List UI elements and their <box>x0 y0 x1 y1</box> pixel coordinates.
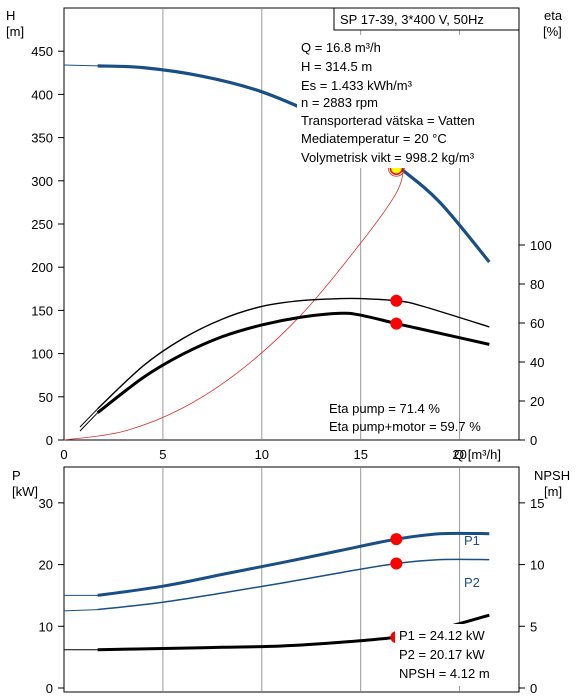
p2-curve <box>97 558 490 611</box>
bottom-info-panel: P1 = 24.12 kW P2 = 20.17 kW NPSH = 4.12 … <box>395 624 505 686</box>
bottom-left-axis-label-2: [kW] <box>12 484 38 499</box>
eta-pump-motor-curve <box>96 311 490 414</box>
left-tick-label: 200 <box>31 260 53 275</box>
x-tick-label: 5 <box>159 447 166 462</box>
left-tick-label: 0 <box>46 433 53 448</box>
right-tick-label: 15 <box>530 496 544 511</box>
left-tick-label: 250 <box>31 217 53 232</box>
system-curve <box>63 165 405 441</box>
efficiency-marker <box>390 294 403 307</box>
top-right-ticks: 0 20 40 60 80 100 <box>519 238 552 448</box>
bottom-left-axis-label-1: P <box>12 468 21 483</box>
left-tick-label: 350 <box>31 131 53 146</box>
bottom-info-bg <box>395 624 505 686</box>
power-info-line: P2 = 20.17 kW <box>399 647 485 662</box>
p2-series-label: P2 <box>464 575 480 590</box>
power-marker <box>390 533 403 546</box>
left-tick-label: 10 <box>39 619 53 634</box>
p1-curve <box>97 531 490 597</box>
right-tick-label: 0 <box>530 681 537 696</box>
info-line: H = 314.5 m <box>301 59 372 74</box>
top-x-axis-label: Q [m³/h] <box>454 447 501 462</box>
top-right-axis-label-2: [%] <box>543 24 562 39</box>
right-tick-label: 0 <box>530 433 537 448</box>
info-line: Transporterad vätska = Vatten <box>301 113 475 128</box>
left-tick-label: 150 <box>31 303 53 318</box>
bottom-panel: 0 10 20 30 0 5 10 15 P [kW] NPSH [m] P1 P2 P1 … <box>12 466 570 696</box>
eta-pump-lead <box>79 408 98 428</box>
left-tick-label: 50 <box>39 390 53 405</box>
power-info-line: NPSH = 4.12 m <box>399 666 490 681</box>
top-left-axis-label-2: [m] <box>6 24 24 39</box>
chart-title-box <box>333 7 520 31</box>
info-line: Es = 1.433 kWh/m³ <box>301 78 413 93</box>
x-tick-label: 10 <box>255 447 269 462</box>
top-right-axis-label-1: eta <box>544 8 563 23</box>
left-tick-label: 30 <box>39 496 53 511</box>
left-tick-label: 100 <box>31 347 53 362</box>
left-tick-label: 400 <box>31 87 53 102</box>
x-tick-label: 15 <box>354 447 368 462</box>
eta-pump-motor-lead <box>79 412 98 432</box>
info-line: Q = 16.8 m³/h <box>301 40 381 55</box>
p1-series-label: P1 <box>464 533 480 548</box>
right-tick-label: 60 <box>530 316 544 331</box>
efficiency-marker <box>390 317 403 330</box>
p2-curve-lead <box>63 609 98 612</box>
right-tick-label: 80 <box>530 277 544 292</box>
power-marker <box>390 557 403 570</box>
eta-info-panel: Eta pump = 71.4 % Eta pump+motor = 59.7 … <box>329 401 481 434</box>
bottom-right-ticks: 0 5 10 15 <box>519 496 544 696</box>
right-tick-label: 20 <box>530 394 544 409</box>
info-line: Mediatemperatur = 20 °C <box>301 131 447 146</box>
top-left-axis-label-1: H <box>6 8 15 23</box>
chart-title: SP 17-39, 3*400 V, 50Hz <box>340 12 484 27</box>
info-line: Volymetrisk vikt = 998.2 kg/m³ <box>301 150 475 165</box>
x-tick-label: 0 <box>60 447 67 462</box>
head-curve-lead <box>63 64 98 67</box>
bottom-right-axis-label-1: NPSH <box>534 468 570 483</box>
info-line: n = 2883 rpm <box>301 95 378 110</box>
eta-line: Eta pump+motor = 59.7 % <box>329 419 481 434</box>
bottom-right-axis-label-2: [m] <box>544 484 562 499</box>
power-info-line: P1 = 24.12 kW <box>399 628 485 643</box>
x-tick-label: 20 <box>452 447 466 462</box>
bottom-left-ticks: 0 10 20 30 <box>39 496 64 696</box>
top-info-panel: Q = 16.8 m³/h H = 314.5 m Es = 1.433 kWh… <box>297 35 518 168</box>
left-tick-label: 450 <box>31 44 53 59</box>
top-left-ticks: 0 50 100 150 200 250 300 350 400 450 <box>31 44 64 448</box>
left-tick-label: 0 <box>46 681 53 696</box>
right-tick-label: 40 <box>530 355 544 370</box>
left-tick-label: 20 <box>39 558 53 573</box>
info-panel-bg <box>297 35 518 168</box>
right-tick-label: 5 <box>530 619 537 634</box>
right-tick-label: 100 <box>530 238 552 253</box>
eta-pump-curve <box>97 297 490 410</box>
right-tick-label: 10 <box>530 558 544 573</box>
top-x-ticks: 0 5 10 15 20 <box>60 447 467 462</box>
left-tick-label: 300 <box>31 174 53 189</box>
eta-line: Eta pump = 71.4 % <box>329 401 440 416</box>
